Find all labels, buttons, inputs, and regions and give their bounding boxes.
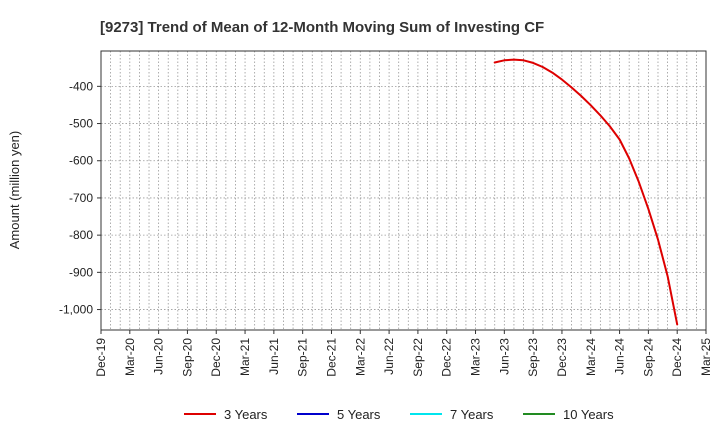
legend: 3 Years 5 Years 7 Years 10 Years: [184, 407, 614, 422]
y-tick-label: -700: [69, 191, 93, 205]
grid: [101, 51, 706, 330]
x-tick-label: Mar-20: [123, 338, 137, 376]
x-tick-label: Dec-23: [555, 338, 569, 377]
chart-title: [9273] Trend of Mean of 12-Month Moving …: [100, 19, 544, 36]
y-tick-label: -800: [69, 228, 93, 242]
x-tick-label: Sep-21: [296, 338, 310, 377]
x-tick-label: Mar-24: [584, 338, 598, 376]
x-tick-label: Dec-24: [670, 338, 684, 377]
y-tick-label: -400: [69, 79, 93, 93]
y-tick-label: -500: [69, 117, 93, 131]
series-lines: [493, 58, 679, 326]
x-tick-label: Sep-24: [641, 338, 655, 377]
x-tick-label: Sep-22: [411, 338, 425, 377]
plot-frame: [100, 50, 707, 331]
y-axis-label: Amount (million yen): [7, 131, 22, 250]
legend-label: 10 Years: [563, 407, 614, 422]
x-tick-label: Mar-22: [353, 338, 367, 376]
x-tick-label: Jun-22: [382, 338, 396, 375]
x-axis-ticks: Dec-19 Mar-20 Jun-20 Sep-20 Dec-20 Mar-21 Jun-…: [94, 330, 713, 377]
y-tick-label: -600: [69, 154, 93, 168]
x-tick-label: Jun-24: [613, 338, 627, 375]
x-tick-label: Jun-21: [267, 338, 281, 375]
x-tick-label: Mar-23: [469, 338, 483, 376]
legend-label: 7 Years: [450, 407, 494, 422]
x-tick-label: Jun-23: [497, 338, 511, 375]
y-tick-label: -900: [69, 265, 93, 279]
x-tick-label: Jun-20: [152, 338, 166, 375]
x-tick-label: Dec-22: [440, 338, 454, 377]
x-tick-label: Dec-19: [94, 338, 108, 377]
legend-label: 3 Years: [224, 407, 268, 422]
series-line: [493, 58, 679, 326]
y-axis-ticks: -400 -500 -600 -700 -800 -900 -1,000: [59, 79, 101, 317]
x-tick-label: Mar-25: [699, 338, 713, 376]
legend-label: 5 Years: [337, 407, 381, 422]
x-tick-label: Dec-21: [324, 338, 338, 377]
x-tick-label: Dec-20: [209, 338, 223, 377]
x-tick-label: Sep-20: [180, 338, 194, 377]
y-tick-label: -1,000: [59, 303, 93, 317]
x-tick-label: Mar-21: [238, 338, 252, 376]
x-tick-label: Sep-23: [526, 338, 540, 377]
